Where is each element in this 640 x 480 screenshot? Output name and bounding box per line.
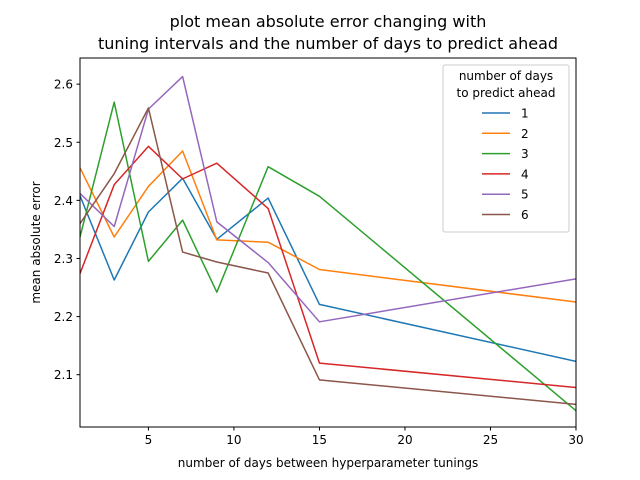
y-axis-ticks: 2.1 2.2 2.3 2.4 2.5 2.6	[54, 78, 80, 382]
chart-title-line1: plot mean absolute error changing with	[170, 12, 487, 31]
legend-label-6: 6	[521, 208, 529, 222]
y-tick-label: 2.2	[54, 310, 73, 324]
legend-label-2: 2	[521, 127, 529, 141]
y-axis-label: mean absolute error	[29, 181, 43, 303]
series-line-6	[80, 107, 576, 406]
x-axis-label: number of days between hyperparameter tu…	[178, 456, 478, 470]
legend-title-line2: to predict ahead	[457, 86, 556, 100]
x-tick-label: 25	[483, 433, 498, 447]
x-tick-label: 20	[397, 433, 412, 447]
series-lines	[80, 75, 576, 412]
x-tick-label: 15	[312, 433, 327, 447]
legend: number of days to predict ahead 1 2 3 4 5 6	[442, 64, 570, 233]
y-tick-label: 2.4	[54, 194, 73, 208]
series-line-1	[80, 177, 576, 363]
y-tick-label: 2.3	[54, 252, 73, 266]
axes-frame	[79, 57, 577, 428]
legend-label-4: 4	[521, 167, 529, 181]
y-tick-label: 2.5	[54, 136, 73, 150]
series-line-4	[80, 145, 576, 389]
legend-label-5: 5	[521, 188, 529, 202]
y-tick-label: 2.6	[54, 78, 73, 92]
x-axis-ticks: 5 10 15 20 25 30	[145, 427, 584, 447]
x-tick-label: 10	[226, 433, 241, 447]
legend-title-line1: number of days	[459, 69, 553, 83]
series-line-3	[80, 101, 576, 412]
legend-label-1: 1	[521, 107, 529, 121]
series-line-2	[80, 150, 576, 303]
y-tick-label: 2.1	[54, 368, 73, 382]
legend-label-3: 3	[521, 147, 529, 161]
legend-entries: 1 2 3 4 5 6	[482, 107, 529, 222]
x-tick-label: 30	[568, 433, 583, 447]
legend-frame	[442, 64, 570, 233]
x-tick-label: 5	[145, 433, 153, 447]
chart-title-line2: tuning intervals and the number of days …	[98, 34, 558, 53]
series-line-5	[80, 75, 576, 323]
